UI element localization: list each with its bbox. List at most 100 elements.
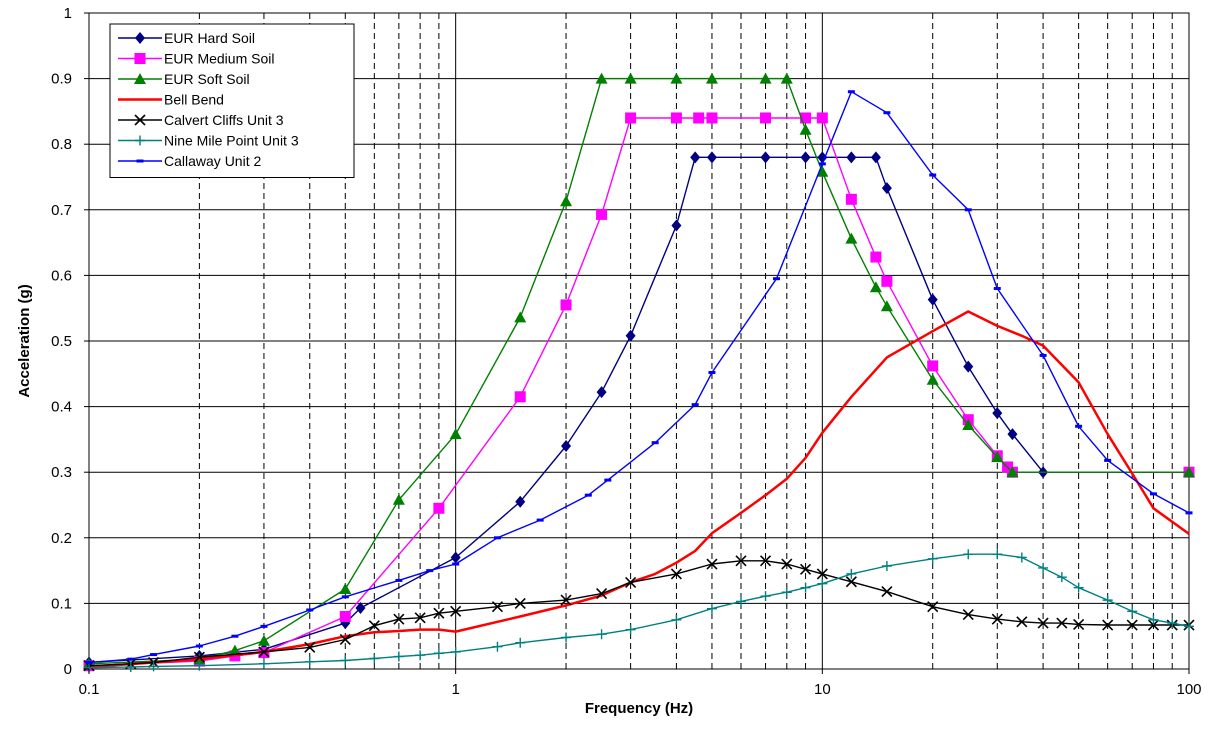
data-point [881,586,893,598]
data-point [651,441,659,445]
legend-item: EUR Hard Soil [118,30,255,46]
tick-labels: 0.1 1 10 100 0 0.1 0.2 0.3 0.4 0.5 0.6 0.7 0.8 0.9 1 [51,5,1201,698]
data-point [800,582,811,593]
legend-marker [136,159,144,163]
data-point [817,578,828,589]
data-point [962,608,974,621]
data-point [1073,618,1085,630]
data-point [992,407,1003,420]
data-point [870,251,882,263]
data-point [881,275,893,287]
data-point [596,386,607,399]
data-point [515,637,526,648]
data-point [560,195,573,207]
data-point [993,287,1001,291]
data-point [257,634,270,646]
data-point [883,111,891,115]
y-tick-label: 0.7 [51,202,72,219]
data-point [929,173,937,177]
data-point [1056,617,1068,629]
data-point [560,594,572,606]
data-point [339,611,351,623]
data-point [625,624,636,635]
data-point [491,601,504,613]
data-point [258,658,269,669]
data-point [368,620,380,632]
data-point [433,502,445,514]
data-point [1038,562,1049,573]
data-point [881,561,892,572]
data-point [818,162,826,166]
data-point [845,193,857,205]
legend-label: Bell Bend [164,92,224,108]
y-tick-label: 0.2 [51,530,72,547]
data-point [1073,582,1084,593]
data-point [671,219,682,232]
data-point [127,657,135,661]
data-point [670,568,682,580]
data-point [799,563,812,575]
legend: EUR Hard Soil EUR Medium Soil EUR Soft Soi… [109,23,355,178]
data-point [596,587,608,600]
data-point [670,72,683,84]
y-axis-title: Acceleration (g) [16,284,33,397]
data-point [706,558,718,570]
data-point [414,612,426,624]
data-point [393,613,405,625]
data-point [927,601,939,613]
x-tick-label: 100 [1176,681,1201,698]
data-point [450,551,461,564]
data-point [927,553,938,564]
data-point [706,603,717,614]
data-point [781,558,793,570]
data-point [773,277,781,281]
data-point [85,660,93,664]
legend-item: Bell Bend [118,92,224,108]
data-point [231,634,239,638]
data-point [927,293,938,306]
data-point [962,418,975,430]
data-point [846,568,857,579]
y-tick-label: 0.8 [51,136,72,153]
data-point [845,232,858,244]
data-point [341,595,349,599]
data-point [671,614,682,625]
legend-item: EUR Soft Soil [118,71,250,87]
series-layer [83,72,1195,673]
data-point [452,562,460,566]
y-tick-label: 0 [64,661,72,678]
data-point [260,624,268,628]
legend-label: Nine Mile Point Unit 3 [164,133,299,149]
data-point [735,596,746,607]
data-point [800,151,811,164]
legend-item: Calvert Cliffs Unit 3 [118,112,284,128]
data-point [561,632,572,643]
legend-item: EUR Medium Soil [118,51,274,67]
data-point [355,601,366,614]
data-point [870,151,881,164]
series-3 [88,310,1190,669]
data-point [395,578,403,582]
series-5 [84,549,1194,673]
data-point [340,655,351,666]
data-point [493,536,501,540]
data-point [926,373,939,385]
data-point [1075,424,1083,428]
data-point [1016,616,1028,628]
data-point [392,493,405,505]
data-point [816,568,828,580]
data-point [595,72,608,84]
data-point [817,151,828,164]
data-point [194,660,205,671]
data-point [869,281,882,293]
data-point [515,495,526,508]
y-tick-label: 1 [64,5,72,22]
data-point [1102,595,1113,606]
legend-item: Callaway Unit 2 [118,153,261,169]
data-point [304,656,315,667]
data-point [992,549,1003,560]
data-point [1184,621,1194,632]
series-line [88,560,1189,667]
data-point [193,651,205,663]
